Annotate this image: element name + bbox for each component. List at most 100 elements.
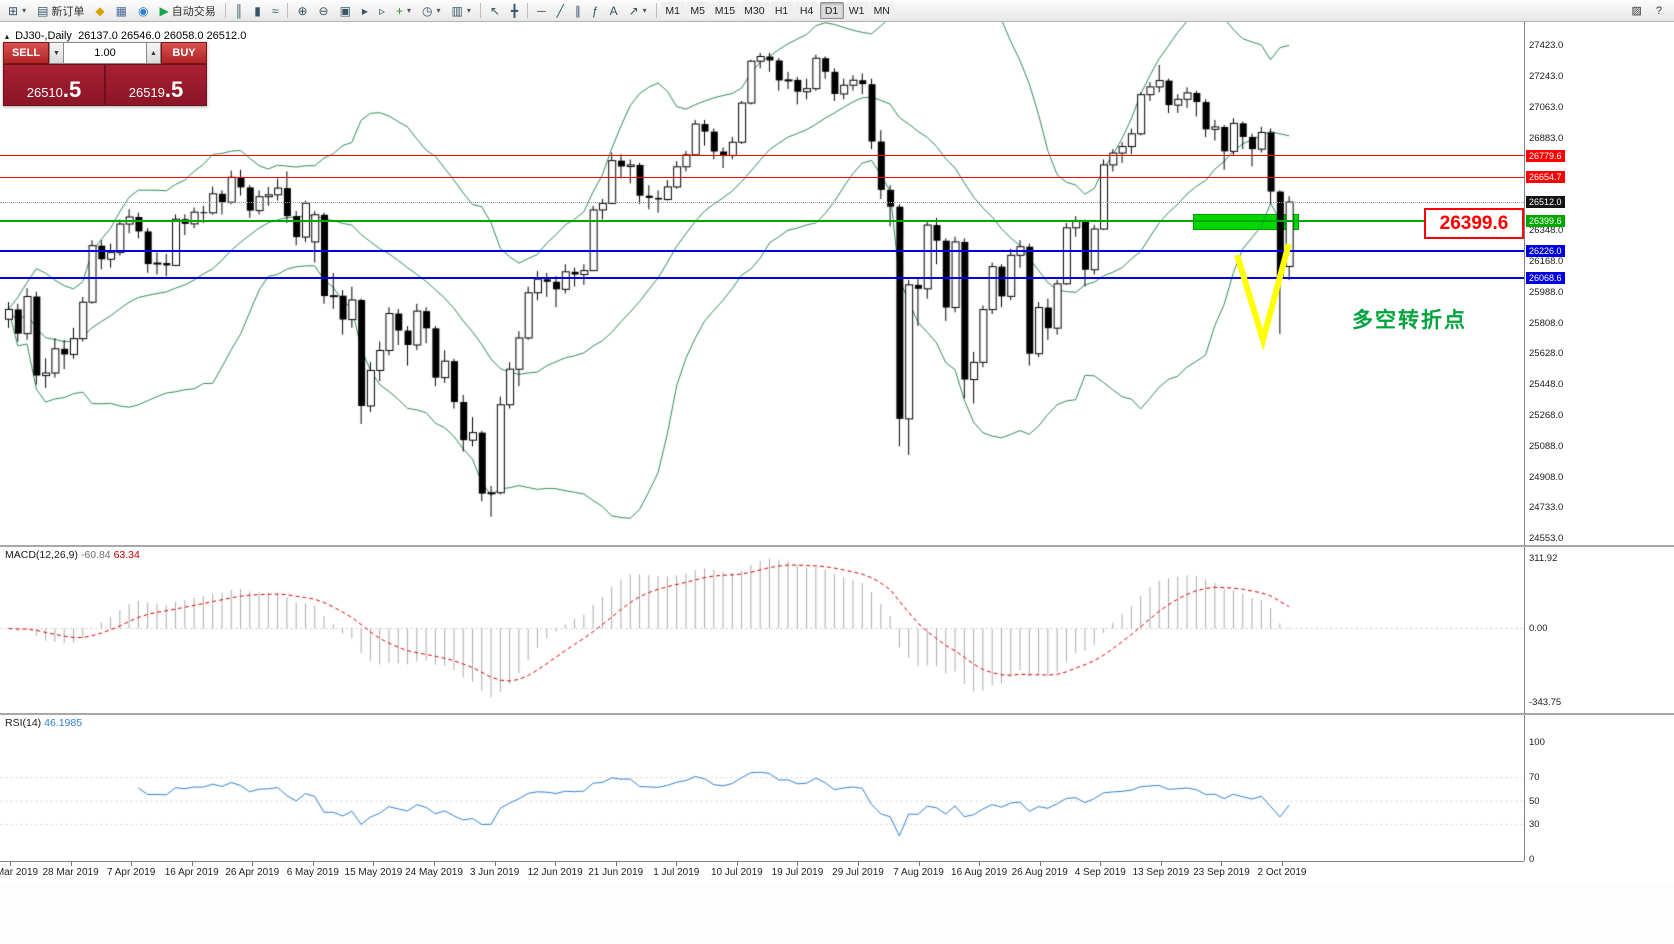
- volume-decrease-button[interactable]: ▼: [49, 42, 64, 64]
- data-window-icon[interactable]: ▦: [111, 2, 132, 20]
- indicators-icon[interactable]: + ▾: [391, 2, 416, 20]
- axis-label: 0: [1529, 854, 1535, 865]
- timeframe-W1[interactable]: W1: [844, 2, 869, 19]
- line-chart-mode-icon[interactable]: ≈: [267, 2, 284, 20]
- horizontal-line-26654.7[interactable]: [0, 176, 1524, 178]
- rsi-panel[interactable]: RSI(14) 46.1985: [0, 715, 1524, 861]
- horizontal-line-26399.6[interactable]: [0, 219, 1524, 222]
- panel-separator[interactable]: [0, 545, 1674, 547]
- fullscreen-icon[interactable]: ▨: [1626, 2, 1646, 20]
- main-toolbar: ⊞ ▾ ▤ 新订单 ◆ ▦ ◉ ▶ 自动交易 ║ ▮ ≈ ⊕ ⊖ ▣ ▸ ▹ + ▾ ◷ ▾ ▥ ▾ ↖ ╋ ─ ╱ ∥ ƒ A ↗ ▾ M1…: [0, 0, 1674, 22]
- date-label: 19 Jul 2019: [771, 867, 824, 878]
- buy-button[interactable]: BUY: [161, 42, 207, 64]
- arrows-tool-icon: ↗: [628, 3, 639, 18]
- axis-label: 25268.0: [1529, 410, 1564, 422]
- axis-label: 24908.0: [1529, 472, 1564, 484]
- bar-chart-mode-icon[interactable]: ║: [230, 2, 249, 20]
- volume-input[interactable]: [64, 42, 146, 64]
- horizontal-line-26779.6[interactable]: [0, 155, 1524, 157]
- sell-button[interactable]: SELL: [3, 42, 49, 64]
- date-label: 26 Aug 2019: [1011, 867, 1068, 878]
- toolbar-separator: [479, 3, 481, 18]
- trendline-tool-icon: ╱: [556, 3, 564, 18]
- buy-price-frac: .5: [164, 77, 184, 102]
- channel-tool-icon[interactable]: ∥: [570, 2, 586, 20]
- market-depth-icon[interactable]: ◉: [133, 2, 153, 20]
- new-chart-icon[interactable]: ⊞ ▾: [3, 2, 31, 20]
- new-order-button[interactable]: ▤ 新订单: [32, 2, 89, 20]
- chart-marker-icon: ▴: [5, 32, 10, 41]
- time-tick: [1160, 862, 1162, 866]
- timeframe-M15[interactable]: M15: [710, 2, 740, 19]
- axis-label: 27063.0: [1529, 101, 1564, 113]
- v-arrow-annotation[interactable]: [1234, 243, 1292, 351]
- chart-shift-icon[interactable]: ▹: [374, 2, 390, 20]
- date-label: 15 May 2019: [344, 867, 403, 878]
- price-axis[interactable]: 27423.0 27243.0 27063.0 26883.0 26348.0 26168…: [1524, 22, 1674, 865]
- horizontal-line-tool-icon[interactable]: ─: [532, 2, 551, 20]
- market-watch-icon[interactable]: ◆: [90, 2, 109, 20]
- sell-price[interactable]: 26510.5: [3, 64, 105, 106]
- horizontal-line-tool-icon: ─: [537, 3, 546, 18]
- price-chart-canvas[interactable]: [0, 22, 1524, 545]
- timeframe-M1[interactable]: M1: [660, 2, 685, 19]
- v-arrow-overlay: [1234, 243, 1292, 351]
- help-icon[interactable]: ?: [1651, 2, 1667, 20]
- date-label: 7 Aug 2019: [893, 867, 944, 878]
- macd-canvas: [0, 547, 1524, 713]
- macd-panel[interactable]: MACD(12,26,9) -60.84 63.34: [0, 547, 1524, 713]
- timeframe-MN[interactable]: MN: [869, 2, 894, 19]
- panel-separator[interactable]: [0, 713, 1674, 715]
- axis-label: 25988.0: [1529, 286, 1564, 298]
- symbol-period-label: DJ30-,Daily: [15, 30, 72, 42]
- zoom-in-icon[interactable]: ⊕: [292, 2, 312, 20]
- timeframe-H4[interactable]: H4: [794, 2, 819, 19]
- date-label: 7 Apr 2019: [106, 867, 156, 878]
- candlestick-mode-icon[interactable]: ▮: [249, 2, 266, 20]
- toolbar-separator: [655, 3, 657, 18]
- text-tool-icon[interactable]: A: [605, 2, 623, 20]
- date-label: 2 Oct 2019: [1257, 867, 1307, 878]
- axis-label: 24733.0: [1529, 502, 1564, 514]
- axis-label: 27243.0: [1529, 70, 1564, 82]
- buy-price[interactable]: 26519.5: [105, 64, 207, 106]
- horizontal-line-26226.0[interactable]: [0, 249, 1524, 252]
- time-tick: [494, 862, 496, 866]
- axis-label: 27423.0: [1529, 40, 1564, 52]
- trendline-tool-icon[interactable]: ╱: [552, 2, 569, 20]
- price-tag-26654.7: 26654.7: [1526, 171, 1565, 184]
- text-annotation[interactable]: 多空转折点: [1352, 309, 1467, 332]
- zoom-out-icon[interactable]: ⊖: [314, 2, 334, 20]
- price-chart-area[interactable]: 多空转折点 26399.6 ▴ DJ30-,Daily 26137.0 2654…: [0, 22, 1524, 545]
- periods-icon[interactable]: ◷ ▾: [417, 2, 446, 20]
- fibonacci-tool-icon[interactable]: ƒ: [587, 2, 604, 20]
- autotrading-button[interactable]: ▶ 自动交易: [154, 2, 220, 20]
- volume-increase-button[interactable]: ▲: [146, 42, 161, 64]
- price-tag-26512.0: 26512.0: [1526, 195, 1565, 208]
- templates-icon[interactable]: ▥ ▾: [447, 2, 476, 20]
- current-price-line: [0, 201, 1524, 203]
- time-tick: [1039, 862, 1041, 866]
- open-value: 26137.0: [78, 30, 118, 42]
- date-label: 19 Mar 2019: [0, 867, 39, 878]
- axis-label: 30: [1529, 818, 1540, 830]
- axis-label: 25088.0: [1529, 441, 1564, 453]
- time-tick: [1282, 862, 1283, 866]
- price-callout-label[interactable]: 26399.6: [1424, 208, 1524, 239]
- horizontal-line-26068.6[interactable]: [0, 276, 1524, 279]
- timeframe-M30[interactable]: M30: [740, 2, 769, 19]
- arrows-tool-icon[interactable]: ↗ ▾: [624, 2, 652, 20]
- cursor-icon[interactable]: ↖: [485, 2, 505, 20]
- auto-scroll-icon[interactable]: ▸: [357, 2, 373, 20]
- crosshair-icon[interactable]: ╋: [506, 2, 523, 20]
- timeframe-M5[interactable]: M5: [685, 2, 710, 19]
- chart-ohlc-title: ▴ DJ30-,Daily 26137.0 26546.0 26058.0 26…: [5, 30, 246, 42]
- tile-windows-icon[interactable]: ▣: [335, 2, 356, 20]
- axis-label: 25448.0: [1529, 379, 1564, 391]
- time-tick: [615, 862, 617, 866]
- rsi-label: RSI(14) 46.1985: [5, 717, 83, 729]
- timeframe-D1[interactable]: D1: [819, 2, 844, 19]
- timeframe-H1[interactable]: H1: [769, 2, 794, 19]
